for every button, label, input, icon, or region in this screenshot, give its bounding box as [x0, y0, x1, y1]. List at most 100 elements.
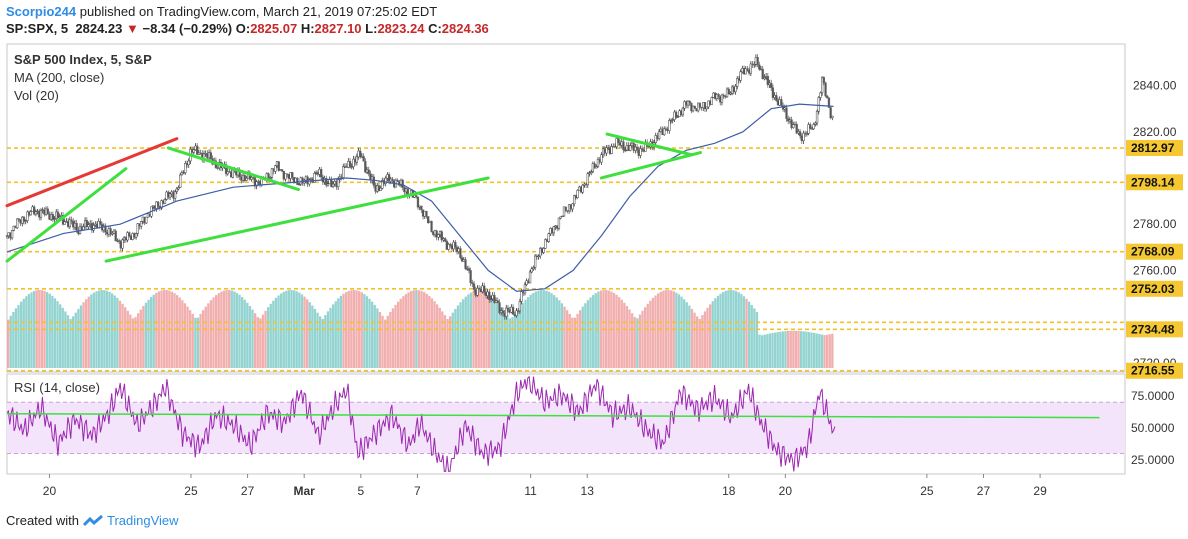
candle-body — [705, 106, 708, 110]
rsi-band — [7, 402, 1125, 454]
candle-body — [483, 285, 486, 293]
x-tick-label: 7 — [414, 484, 421, 498]
volume-bar — [748, 301, 751, 368]
candle-body — [795, 123, 798, 134]
volume-bar — [311, 305, 314, 368]
volume-bar — [313, 308, 317, 368]
candle-body — [766, 76, 769, 85]
volume-bar — [173, 293, 176, 368]
change: −8.34 (−0.29%) — [142, 21, 233, 36]
candle-body — [168, 193, 172, 198]
volume-bar — [696, 316, 699, 368]
candle-body — [471, 282, 474, 285]
volume-bar — [381, 315, 384, 368]
candle-body — [308, 179, 311, 185]
high-value: 2827.10 — [314, 21, 362, 36]
volume-bar — [542, 290, 545, 368]
candle-body — [489, 298, 493, 301]
published-text: published on TradingView.com, March 21, … — [79, 4, 438, 19]
volume-bar — [493, 297, 496, 368]
volume-bar — [329, 307, 332, 368]
candle-body — [657, 131, 661, 139]
volume-bar — [300, 294, 304, 368]
candle-body — [530, 268, 533, 273]
volume-bar — [654, 295, 657, 368]
volume-bar — [384, 319, 387, 368]
volume-bar — [157, 291, 161, 368]
volume-bar — [339, 295, 343, 368]
author-link[interactable]: Scorpio244 — [6, 4, 77, 19]
candle-body — [320, 169, 323, 178]
volume-bar — [298, 292, 301, 368]
candle-body — [75, 223, 78, 231]
candle-body — [145, 216, 148, 224]
volume-bar — [740, 294, 743, 368]
candle-body — [780, 99, 783, 106]
candle-body — [668, 120, 671, 131]
volume-bar — [579, 310, 582, 368]
volume-bar — [566, 310, 569, 368]
volume-bar — [719, 293, 722, 368]
candle-body — [454, 241, 457, 248]
candle-body — [562, 206, 566, 217]
candle-body — [46, 208, 49, 215]
candle-body — [26, 211, 29, 221]
volume-bar — [758, 334, 761, 368]
candle-body — [467, 268, 471, 271]
candle-body — [532, 267, 535, 270]
volume-bar — [251, 309, 254, 368]
volume-bar — [27, 294, 31, 368]
candle-body — [688, 100, 691, 104]
candle-body — [576, 190, 579, 199]
volume-bar — [685, 302, 688, 368]
volume-bar — [776, 332, 779, 368]
candle-body — [596, 159, 600, 167]
candle-body — [56, 211, 60, 219]
volume-bar — [787, 330, 790, 368]
volume-bar — [651, 297, 655, 368]
volume-bar — [9, 315, 12, 368]
volume-bar — [464, 296, 467, 368]
volume-bar — [186, 306, 189, 368]
volume-bar — [264, 310, 267, 368]
volume-bar — [256, 317, 259, 368]
volume-bar — [761, 335, 764, 368]
candle-body — [364, 160, 367, 173]
volume-bar — [139, 309, 142, 368]
candle-body — [722, 94, 725, 97]
volume-bar — [274, 297, 278, 368]
volume-bar — [386, 315, 389, 368]
volume-bar — [204, 306, 207, 368]
candle-body — [547, 233, 550, 242]
volume-bar — [636, 318, 639, 368]
volume-bar — [238, 294, 241, 368]
candle-body — [121, 239, 124, 249]
volume-bar — [472, 291, 475, 368]
volume-bar — [805, 331, 808, 368]
volume-bar — [558, 300, 561, 368]
volume-bar — [290, 290, 293, 368]
candle-body — [104, 225, 107, 233]
volume-bar — [612, 292, 616, 368]
volume-bar — [228, 290, 231, 368]
candle-body — [622, 141, 625, 151]
x-tick-label: 11 — [524, 484, 537, 498]
candle-body — [109, 228, 112, 235]
tradingview-brand[interactable]: TradingView — [106, 513, 179, 528]
candle-body — [435, 230, 438, 238]
volume-bar — [618, 297, 621, 368]
volume-bar — [511, 317, 514, 368]
level-tag — [1126, 140, 1183, 157]
candle-body — [753, 64, 756, 66]
candle-body — [676, 116, 679, 118]
candle-body — [771, 87, 775, 98]
candle-body — [53, 218, 56, 220]
candle-body — [10, 230, 14, 239]
volume-bar — [646, 303, 649, 368]
volume-bar — [355, 290, 358, 368]
candle-body — [805, 133, 809, 135]
candle-body — [552, 226, 555, 234]
volume-bar — [586, 300, 590, 368]
volume-bar — [30, 292, 33, 368]
